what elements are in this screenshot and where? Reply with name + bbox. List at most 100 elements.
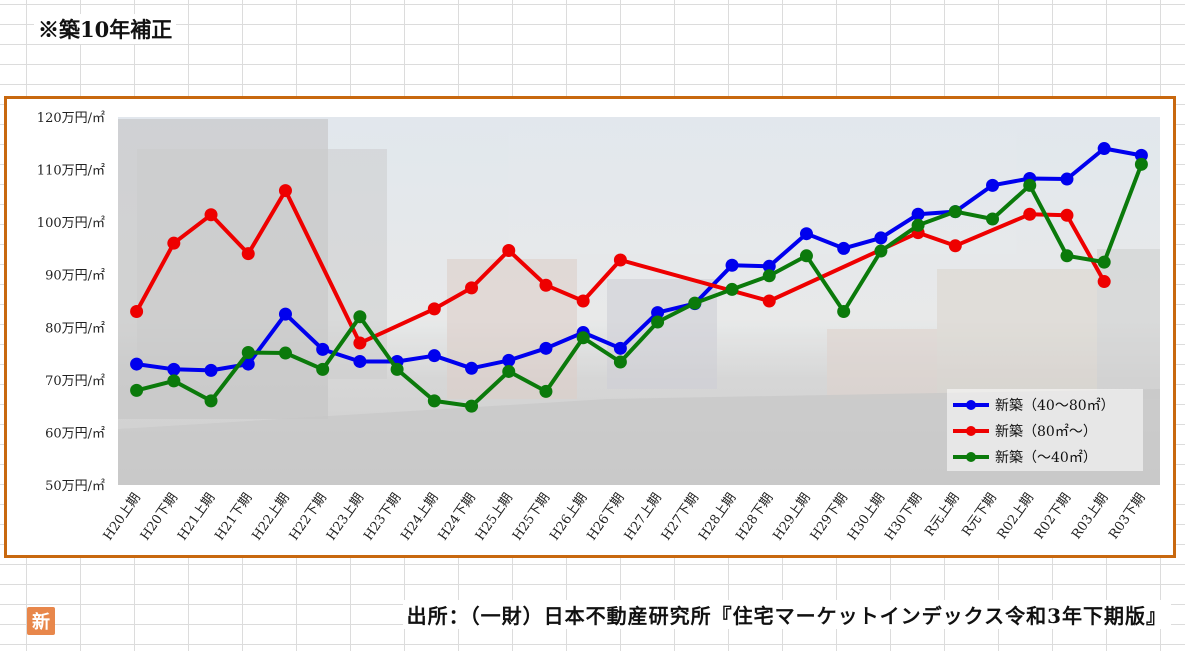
x-tick-label: R02下期 (1032, 491, 1074, 542)
price-line-chart: 50万円/㎡ 60万円/㎡ 70万円/㎡ 80万円/㎡ 90万円/㎡ 100万円/㎡ 110… (37, 111, 1160, 544)
data-point (316, 342, 330, 356)
data-point (613, 341, 627, 355)
data-point (130, 305, 144, 319)
source-caption: 出所：（一財）日本不動産研究所『住宅マーケットインデックス令和3年下期版』 (402, 600, 1171, 629)
data-point (204, 208, 218, 222)
data-point (502, 353, 516, 367)
data-point (465, 361, 479, 375)
legend: 新築（40～80㎡） 新築（80㎡～） 新築（～40㎡） (947, 389, 1143, 471)
legend-label: 新築（80㎡～） (995, 424, 1097, 440)
data-point (725, 258, 739, 272)
data-point (725, 282, 739, 296)
data-point (762, 259, 776, 273)
data-point (353, 336, 367, 350)
data-point (167, 236, 181, 250)
y-tick-label: 100万円/㎡ (37, 216, 105, 231)
data-point (427, 349, 441, 363)
y-tick-label: 120万円/㎡ (37, 111, 105, 126)
data-point (241, 346, 255, 360)
series-line (136, 163, 1144, 409)
data-point (837, 305, 851, 319)
data-point (762, 269, 776, 283)
data-point (799, 227, 813, 241)
data-point (1060, 172, 1074, 186)
series-2 (130, 184, 1111, 350)
data-point (1060, 208, 1074, 222)
data-point (427, 302, 441, 316)
series-line (136, 146, 1142, 373)
legend-label: 新築（40～80㎡） (995, 398, 1115, 414)
data-point (874, 231, 888, 245)
data-point (167, 362, 181, 376)
data-point (167, 374, 181, 388)
data-point (539, 384, 553, 398)
series-layer (130, 142, 1148, 413)
data-point (353, 310, 367, 324)
x-tick-label: H30下期 (882, 491, 925, 544)
data-point (316, 362, 330, 376)
y-tick-label: 50万円/㎡ (45, 479, 105, 494)
data-point (613, 253, 627, 267)
logo-badge: 新 (27, 607, 55, 635)
data-point (688, 296, 702, 310)
data-point (1060, 249, 1074, 263)
legend-item: 新築（80㎡～） (953, 424, 1097, 440)
x-axis: H20上期H20下期H21上期H21下期H22上期H22下期H23上期H23下期… (101, 491, 1149, 544)
data-point (539, 341, 553, 355)
y-tick-label: 70万円/㎡ (45, 374, 105, 389)
legend-label: 新築（～40㎡） (995, 450, 1097, 466)
data-point (911, 218, 925, 232)
data-point (576, 331, 590, 345)
x-tick-label: R02上期 (995, 491, 1037, 542)
data-point (241, 247, 255, 261)
data-point (1097, 275, 1111, 289)
data-point (986, 212, 1000, 226)
correction-note: ※築10年補正 (34, 14, 177, 44)
data-point (204, 363, 218, 377)
data-point (799, 249, 813, 263)
x-tick-label: R03上期 (1069, 491, 1111, 542)
y-tick-label: 60万円/㎡ (45, 426, 105, 441)
data-point (502, 364, 516, 378)
series-line (134, 188, 1106, 346)
data-point (278, 184, 292, 198)
data-point (874, 244, 888, 258)
x-tick-label: R元上期 (922, 491, 962, 540)
data-point (651, 315, 665, 329)
data-point (837, 241, 851, 255)
data-point (1023, 207, 1037, 221)
legend-item: 新築（40～80㎡） (953, 398, 1115, 414)
data-point (1134, 157, 1148, 171)
series-3 (130, 157, 1148, 413)
y-tick-label: 110万円/㎡ (37, 164, 105, 179)
background-photo (118, 117, 1160, 485)
data-point (278, 307, 292, 321)
legend-swatch-marker (966, 400, 976, 410)
data-point (465, 399, 479, 413)
legend-swatch-marker (966, 452, 976, 462)
y-tick-label: 80万円/㎡ (45, 321, 105, 336)
data-point (762, 294, 776, 308)
data-point (241, 357, 255, 371)
data-point (1097, 255, 1111, 269)
chart-frame: 50万円/㎡ 60万円/㎡ 70万円/㎡ 80万円/㎡ 90万円/㎡ 100万円/㎡ 110… (4, 96, 1176, 635)
x-tick-label: R03下期 (1106, 491, 1148, 542)
data-point (130, 383, 144, 397)
data-point (465, 281, 479, 295)
data-point (278, 346, 292, 360)
data-point (204, 394, 218, 408)
data-point (911, 207, 925, 221)
data-point (986, 178, 1000, 192)
data-point (539, 278, 553, 292)
data-point (130, 357, 144, 371)
data-point (502, 244, 516, 258)
data-point (390, 362, 404, 376)
legend-swatch-marker (966, 426, 976, 436)
data-point (1134, 148, 1148, 162)
data-point (613, 355, 627, 369)
x-tick-label: R元下期 (960, 491, 1000, 540)
data-point (1023, 178, 1037, 192)
y-tick-label: 90万円/㎡ (45, 269, 105, 284)
data-point (948, 239, 962, 253)
series-1 (130, 142, 1148, 377)
